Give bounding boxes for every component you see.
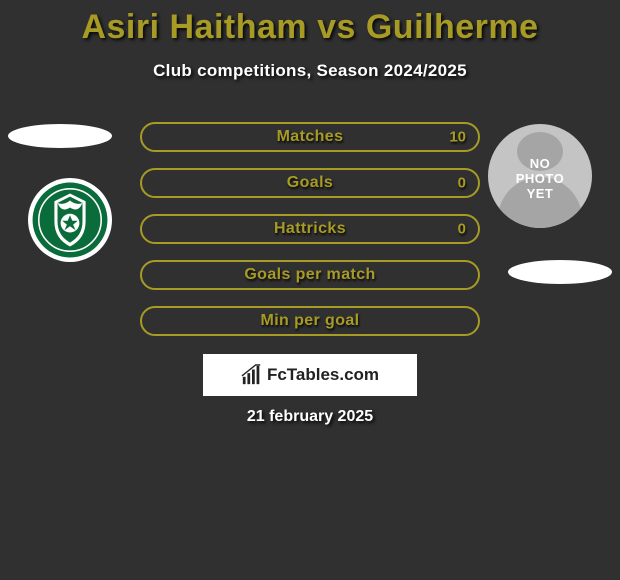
chart-icon [241,364,263,386]
left-ellipse [8,124,112,148]
no-photo-text: NO PHOTO YET [488,156,592,201]
stat-value: 10 [449,129,466,146]
stat-label: Goals [287,174,333,192]
right-player-photo-placeholder: NO PHOTO YET [488,124,592,228]
crest-icon [31,181,109,259]
brand-box: FcTables.com [203,354,417,396]
stat-row-goals: Goals 0 [140,168,480,198]
stat-value: 0 [458,175,466,192]
date-text: 21 february 2025 [0,408,620,426]
stat-row-hattricks: Hattricks 0 [140,214,480,244]
brand-text: FcTables.com [267,365,379,385]
stat-label: Min per goal [260,312,359,330]
subtitle: Club competitions, Season 2024/2025 [0,61,620,81]
stat-row-min-per-goal: Min per goal [140,306,480,336]
stat-row-goals-per-match: Goals per match [140,260,480,290]
stat-label: Matches [277,128,344,146]
left-club-crest [28,178,112,262]
stat-value: 0 [458,221,466,238]
stat-label: Hattricks [274,220,346,238]
stats-panel: Matches 10 Goals 0 Hattricks 0 Goals per… [140,122,480,352]
stat-label: Goals per match [244,266,375,284]
page-title: Asiri Haitham vs Guilherme [0,0,620,47]
stat-row-matches: Matches 10 [140,122,480,152]
right-ellipse [508,260,612,284]
